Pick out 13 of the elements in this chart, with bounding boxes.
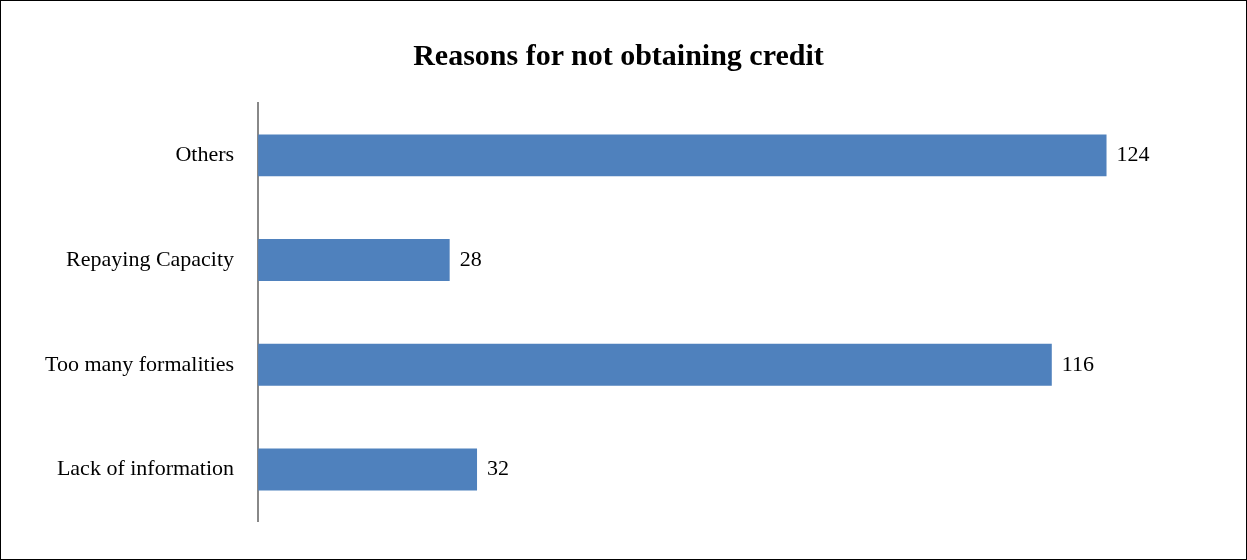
y-tick-label: Others [175,141,235,167]
bar [258,343,1052,386]
data-label: 124 [1116,141,1150,167]
bar [258,448,478,491]
y-tick-label: Too many formalities [44,350,235,376]
y-tick-label: Lack of information [56,455,235,481]
data-label: 116 [1061,350,1094,376]
data-label: 28 [459,245,482,271]
chart-title: Reasons for not obtaining credit [413,37,824,71]
bar [258,239,450,281]
data-label: 32 [487,455,510,481]
y-tick-label: Repaying Capacity [66,245,235,271]
bar [258,134,1107,177]
